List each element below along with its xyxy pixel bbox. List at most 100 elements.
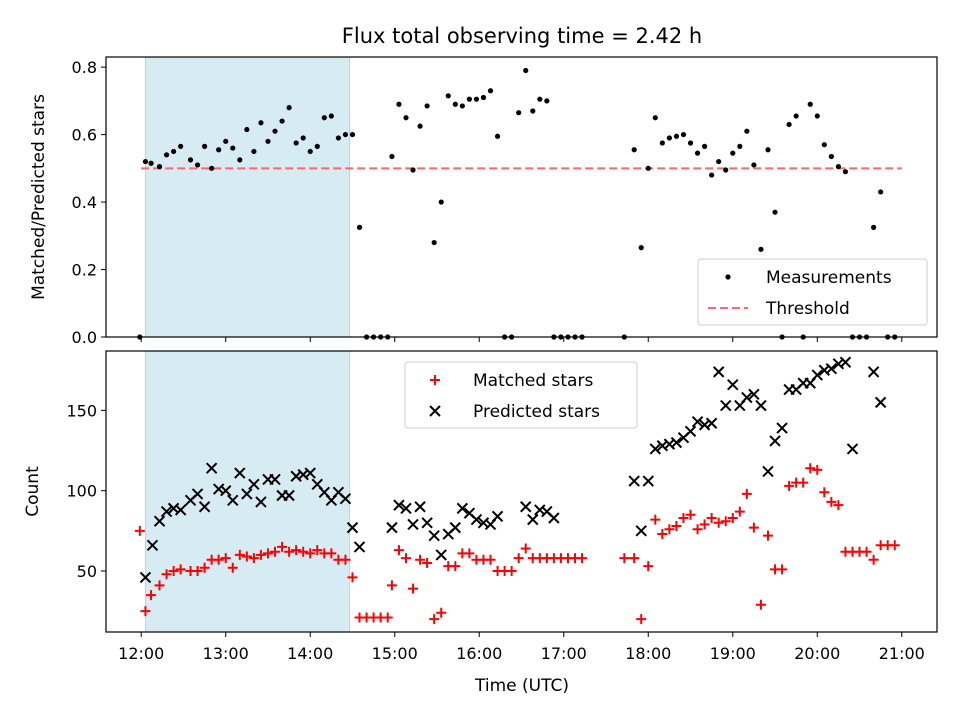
- data-point: [769, 435, 781, 447]
- data-point: [161, 569, 172, 580]
- data-point: [657, 529, 668, 540]
- count-panel: 50 100 150 12:00 13:00 14:00 15:00 16:00 17:00 18…: [23, 350, 938, 663]
- data-point: [198, 501, 211, 513]
- data-point: [871, 224, 877, 230]
- legend-label: Matched stars: [473, 371, 593, 391]
- data-point: [227, 494, 239, 507]
- data-point: [470, 513, 483, 526]
- x-axis-label: Time (UTC): [474, 676, 569, 696]
- data-point: [191, 488, 204, 500]
- data-point: [154, 580, 165, 591]
- data-point: [209, 165, 215, 171]
- x-tick-label: 21:00: [879, 644, 925, 663]
- data-point: [178, 143, 184, 149]
- data-point: [326, 548, 337, 559]
- data-point: [393, 545, 404, 556]
- data-point: [758, 246, 764, 252]
- data-point: [705, 417, 718, 429]
- y-tick-label: 0.6: [72, 126, 97, 145]
- data-point: [727, 512, 738, 523]
- data-point: [156, 164, 163, 170]
- y-tick-label: 50: [77, 562, 97, 581]
- data-point: [629, 553, 640, 564]
- data-point: [464, 548, 475, 559]
- data-point: [642, 475, 654, 487]
- data-point: [709, 172, 715, 178]
- data-point: [255, 496, 267, 508]
- data-point: [353, 541, 366, 553]
- data-point: [777, 564, 788, 575]
- data-point: [227, 562, 238, 573]
- data-point: [466, 96, 472, 102]
- highlight-span: [144, 350, 351, 633]
- data-point: [298, 546, 309, 557]
- legend-box: [697, 258, 928, 326]
- data-point: [279, 118, 285, 124]
- data-point: [148, 160, 154, 166]
- data-point: [833, 500, 844, 511]
- data-point: [846, 443, 859, 455]
- y-axis-label: Matched/Predicted stars: [29, 94, 49, 300]
- data-point: [438, 199, 444, 205]
- data-point: [321, 115, 327, 121]
- data-point: [414, 501, 426, 513]
- data-point: [422, 557, 433, 568]
- data-point: [146, 590, 157, 601]
- data-point: [720, 516, 731, 527]
- data-point: [748, 522, 759, 533]
- legend-label: Predicted stars: [473, 402, 600, 422]
- data-point: [748, 388, 760, 401]
- data-point: [347, 572, 358, 583]
- data-point: [283, 489, 295, 502]
- data-point: [213, 554, 224, 565]
- data-point: [523, 67, 529, 74]
- data-point: [650, 514, 661, 525]
- data-point: [868, 554, 879, 565]
- data-point: [248, 478, 260, 490]
- legend-label: Threshold: [765, 299, 850, 319]
- data-point: [793, 113, 799, 119]
- x-tick-label: 14:00: [287, 644, 333, 663]
- data-point: [431, 239, 437, 246]
- data-point: [459, 103, 465, 109]
- data-point: [534, 504, 546, 516]
- data-point: [755, 599, 766, 610]
- data-point: [635, 525, 647, 537]
- data-point: [230, 145, 236, 151]
- data-point: [356, 224, 363, 230]
- data-point: [839, 356, 852, 368]
- data-point: [842, 169, 849, 175]
- data-point: [199, 562, 210, 573]
- data-point: [520, 543, 531, 554]
- legend-marker: [429, 405, 441, 417]
- data-point: [340, 554, 351, 565]
- data-point: [220, 484, 232, 497]
- data-point: [393, 499, 405, 511]
- data-point: [449, 521, 462, 534]
- data-point: [139, 571, 152, 584]
- data-point: [335, 135, 341, 141]
- data-point: [435, 549, 447, 561]
- data-point: [685, 509, 696, 520]
- data-point: [339, 493, 352, 505]
- data-point: [305, 548, 316, 559]
- data-point: [205, 462, 218, 474]
- data-point: [712, 366, 725, 378]
- legend-marker: [430, 375, 440, 385]
- data-point: [269, 473, 281, 486]
- data-point: [819, 487, 830, 498]
- legend: Measurements Threshold: [697, 258, 928, 326]
- x-tick-label: 17:00: [541, 644, 587, 663]
- data-point: [241, 551, 252, 562]
- data-point: [415, 554, 426, 565]
- data-point: [407, 518, 419, 531]
- data-point: [160, 505, 173, 518]
- data-point: [798, 477, 809, 488]
- data-point: [284, 546, 295, 557]
- data-point: [163, 152, 170, 158]
- data-point: [491, 510, 504, 523]
- data-point: [730, 150, 736, 156]
- data-point: [403, 115, 409, 121]
- data-point: [765, 147, 771, 153]
